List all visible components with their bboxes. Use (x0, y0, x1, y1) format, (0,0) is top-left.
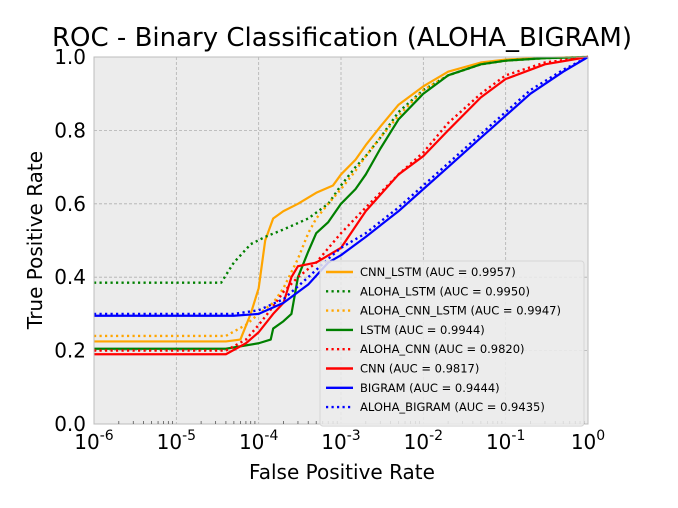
legend: CNN_LSTM (AUC = 0.9957) ALOHA_LSTM (AUC =… (319, 260, 585, 427)
x-tick-label: 100 (571, 428, 605, 454)
chart-title: ROC - Binary Classification (ALOHA_BIGRA… (52, 23, 632, 53)
legend-label: ALOHA_BIGRAM (AUC = 0.9435) (360, 400, 545, 414)
x-tick-label: 10-1 (486, 428, 525, 454)
legend-label: CNN (AUC = 0.9817) (360, 362, 479, 376)
legend-label: ALOHA_CNN (AUC = 0.9820) (360, 342, 525, 356)
series-line-7 (94, 56, 589, 317)
x-tick-label: 10-5 (157, 428, 196, 454)
x-axis-label: False Positive Rate (249, 460, 435, 484)
legend-label: ALOHA_CNN_LSTM (AUC = 0.9947) (360, 304, 561, 318)
series-line-5 (94, 55, 589, 352)
series-line-4 (94, 55, 589, 350)
series-line-3 (94, 55, 589, 338)
series-line-1 (94, 55, 589, 343)
y-tick-labels: 0.0 0.2 0.4 0.6 0.8 1.0 (54, 45, 86, 436)
legend-label: ALOHA_LSTM (AUC = 0.9950) (360, 284, 530, 298)
x-tick-labels: 10-6 10-5 10-4 10-3 10-2 10-1 100 (74, 428, 605, 454)
x-tick-label: 10-2 (404, 428, 443, 454)
x-tick-label: 10-3 (321, 428, 360, 454)
legend-box (319, 260, 585, 427)
y-tick-label: 0.8 (54, 118, 86, 142)
y-tick-label: 1.0 (54, 45, 86, 69)
y-tick-label: 0.2 (54, 339, 86, 363)
y-tick-label: 0.0 (54, 412, 86, 436)
y-tick-label: 0.6 (54, 192, 86, 216)
series-layer (94, 55, 589, 356)
legend-label: CNN_LSTM (AUC = 0.9957) (360, 265, 516, 279)
series-line-6 (94, 55, 589, 356)
x-tick-label: 10-6 (74, 428, 114, 454)
y-axis-label: True Positive Rate (23, 151, 47, 330)
y-tick-label: 0.4 (54, 265, 86, 289)
x-tick-label: 10-4 (239, 428, 279, 454)
legend-label: LSTM (AUC = 0.9944) (360, 323, 485, 337)
series-line-2 (94, 55, 589, 284)
legend-label: BIGRAM (AUC = 0.9444) (360, 381, 500, 395)
